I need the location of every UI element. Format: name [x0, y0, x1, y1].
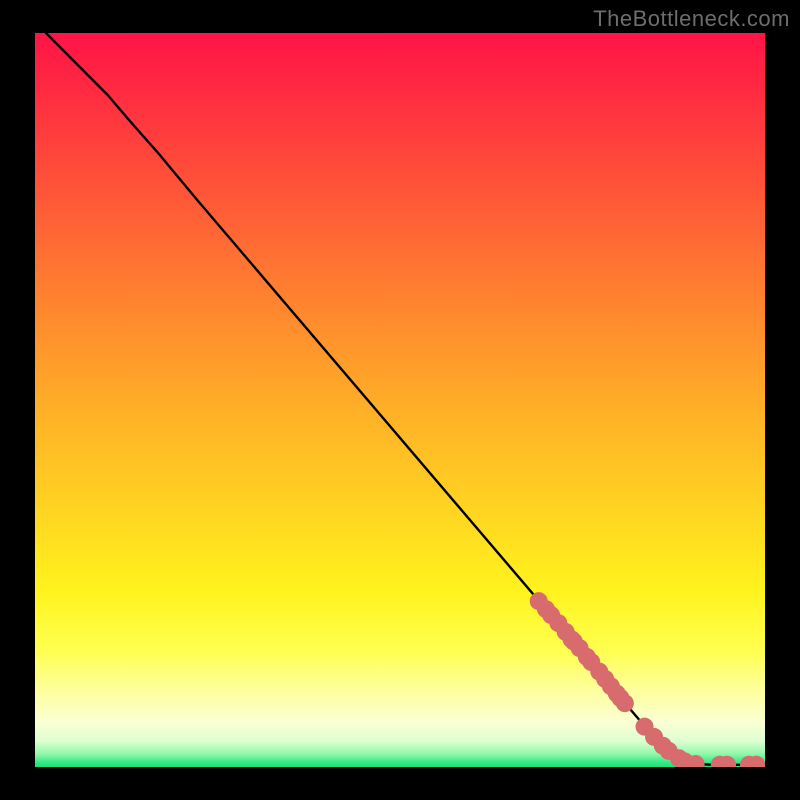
scatter-point	[616, 694, 634, 712]
plot-area	[35, 33, 765, 767]
attribution-text: TheBottleneck.com	[593, 6, 790, 32]
gradient-chart	[35, 33, 765, 767]
chart-container: TheBottleneck.com	[0, 0, 800, 800]
gradient-background	[35, 33, 765, 767]
